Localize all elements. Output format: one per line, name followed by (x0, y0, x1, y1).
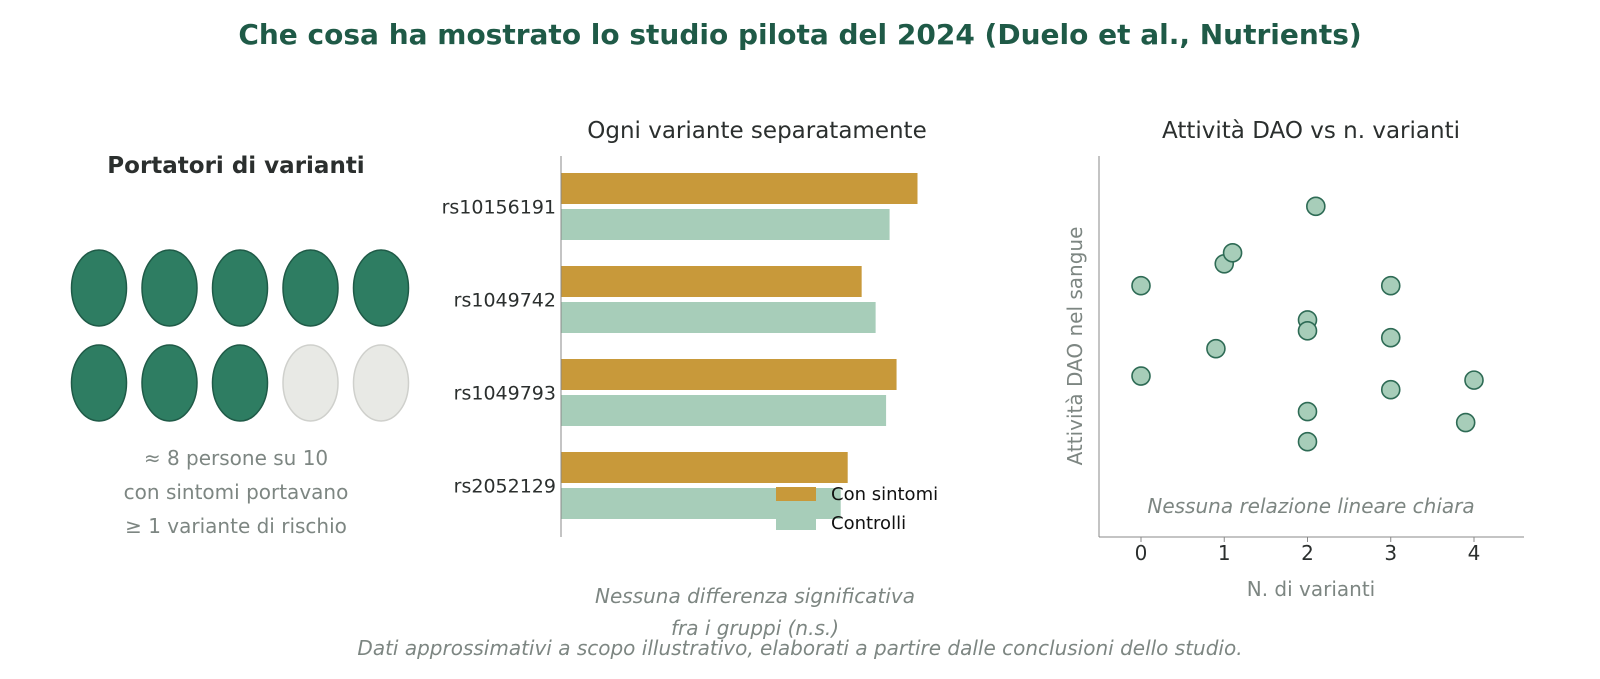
legend-label-symptoms: Con sintomi (831, 484, 938, 505)
scatter-point (1206, 338, 1226, 359)
scatter-x-tick-label: 4 (1468, 541, 1481, 565)
scatter-point (1380, 379, 1401, 400)
bar-legend: Con sintomi Controlli (776, 484, 938, 534)
carrier-person-icon (352, 249, 410, 327)
noncarrier-person-icon (282, 344, 339, 422)
bar-category-label: rs1049793 (454, 383, 556, 405)
bar-chart-annotation-line-2: fra i gruppi (n.s.) (670, 616, 840, 640)
carrier-person-icon (211, 249, 269, 327)
scatter-point (1297, 321, 1318, 341)
scatter-x-tick-label: 2 (1301, 541, 1314, 565)
bar-symptoms (561, 173, 918, 204)
bar-chart-title: Ogni variante separatamente (587, 118, 926, 144)
scatter-point (1297, 401, 1318, 422)
bar-controls (561, 395, 887, 426)
scatter-point (1455, 412, 1476, 433)
scatter-point (1131, 275, 1151, 296)
scatter-point (1380, 275, 1401, 296)
legend-swatch-controls (776, 516, 816, 530)
carriers-caption-line-3: ≥ 1 variante di rischio (125, 514, 347, 538)
scatter-x-tick-label: 0 (1135, 541, 1148, 565)
carriers-caption-line-1: ≈ 8 persone su 10 (143, 446, 329, 470)
carrier-person-icon (70, 344, 128, 422)
scatter-point (1222, 243, 1243, 263)
bar-category-label: rs10156191 (442, 197, 556, 219)
scatter-point (1297, 431, 1318, 452)
scatter-chart-title: Attività DAO vs n. varianti (1162, 118, 1460, 144)
footnote: Dati approssimativi a scopo illustrativo… (357, 636, 1243, 660)
scatter-y-label: Attività DAO nel sangue (1063, 227, 1087, 466)
scatter-point (1131, 366, 1151, 386)
scatter-point (1380, 327, 1401, 348)
carrier-person-icon (141, 344, 198, 422)
legend-label-controls: Controlli (831, 513, 906, 534)
bar-category-label: rs2052129 (454, 476, 556, 498)
bar-symptoms (561, 359, 897, 390)
carrier-person-icon (282, 249, 339, 327)
legend-swatch-symptoms (776, 487, 816, 501)
carrier-person-icon (211, 344, 269, 422)
scatter-point (1464, 370, 1484, 390)
scatter-x-tick-label: 1 (1218, 541, 1231, 565)
scatter-x-tick-label: 3 (1384, 541, 1397, 565)
scatter-x-label: N. di varianti (1247, 577, 1376, 601)
carrier-person-icon (141, 249, 198, 327)
bar-controls (561, 209, 890, 240)
scatter-point (1306, 196, 1326, 217)
bar-symptoms (561, 452, 848, 483)
noncarrier-person-icon (352, 344, 410, 422)
carrier-person-icon (70, 249, 128, 327)
bar-category-label: rs1049742 (454, 290, 556, 312)
bar-symptoms (561, 266, 862, 297)
page-title: Che cosa ha mostrato lo studio pilota de… (238, 18, 1362, 51)
carriers-panel-title: Portatori di varianti (107, 153, 365, 179)
carriers-icon-grid (70, 249, 410, 422)
scatter-annotation: Nessuna relazione lineare chiara (1147, 494, 1474, 518)
bar-controls (561, 302, 876, 333)
bar-chart-annotation-line-1: Nessuna differenza significativa (595, 584, 915, 608)
carriers-caption-line-2: con sintomi portavano (123, 480, 349, 504)
